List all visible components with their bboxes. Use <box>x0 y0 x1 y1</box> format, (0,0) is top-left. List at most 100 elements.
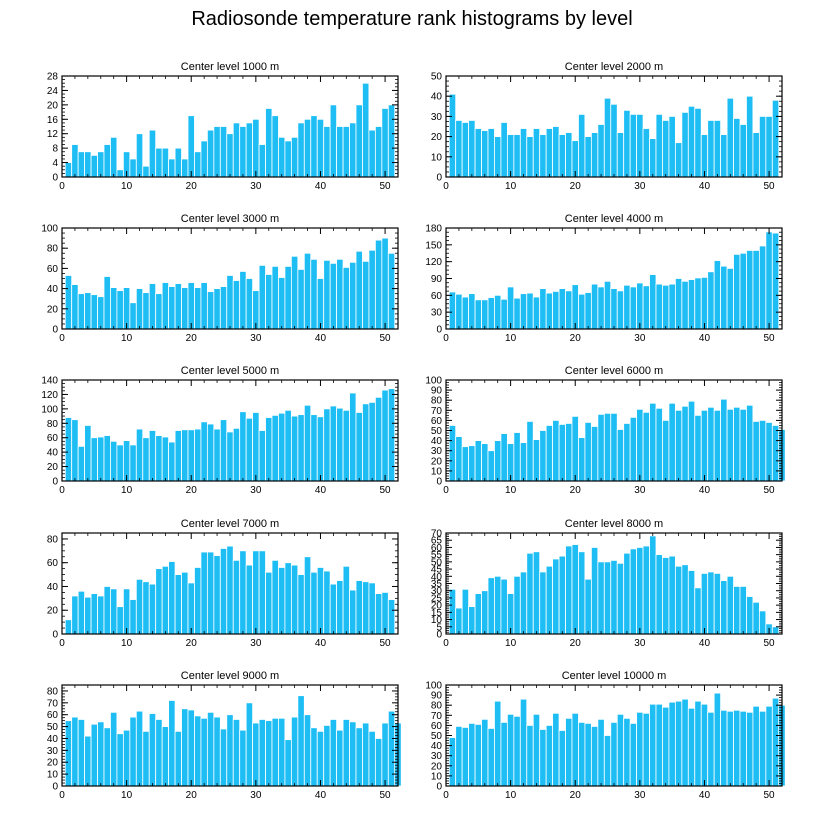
bar <box>610 103 618 178</box>
bar <box>252 550 260 635</box>
x-tick-label: 20 <box>186 638 198 649</box>
plot-frame <box>445 532 783 635</box>
bar <box>336 407 344 482</box>
bar <box>374 126 383 178</box>
bar <box>303 118 312 178</box>
bar <box>387 252 396 330</box>
bar <box>506 593 515 635</box>
bar <box>474 723 482 787</box>
bar <box>239 729 247 787</box>
bar <box>468 722 476 787</box>
figure-title: Radiosonde temperature rank histograms b… <box>191 8 633 30</box>
x-tick-label: 50 <box>380 485 392 496</box>
y-tick-label: 20 <box>47 758 59 769</box>
bar <box>110 588 118 635</box>
bar <box>387 599 396 635</box>
x-tick-label: 30 <box>250 333 262 344</box>
bar <box>481 590 489 635</box>
bar <box>558 555 566 635</box>
bar <box>122 440 131 482</box>
bar <box>374 738 383 787</box>
bar <box>329 104 338 178</box>
bar <box>226 714 234 787</box>
y-tick-label: 20 <box>431 761 443 772</box>
bar <box>84 425 92 482</box>
bar <box>284 265 292 330</box>
panel-title: Center level 5000 m <box>181 365 279 377</box>
bar <box>174 430 182 482</box>
bar <box>571 284 579 330</box>
bar <box>77 719 86 787</box>
bar <box>532 439 541 482</box>
bar <box>90 437 98 482</box>
bar <box>181 158 189 178</box>
y-tick-label: 80 <box>431 396 443 407</box>
bar <box>64 619 73 635</box>
plot-frame <box>61 75 399 178</box>
x-tick-label: 40 <box>315 181 327 192</box>
y-tick-label: 90 <box>431 386 443 397</box>
y-tick-label: 10 <box>431 771 443 782</box>
bar <box>694 107 702 178</box>
bar <box>206 551 215 635</box>
bar <box>597 561 605 635</box>
bar <box>77 445 86 482</box>
bar <box>726 575 734 635</box>
bar <box>733 253 741 330</box>
bar <box>303 404 312 482</box>
bar <box>720 265 728 330</box>
bar <box>284 409 292 482</box>
bar <box>578 551 586 635</box>
bar <box>129 444 137 482</box>
x-tick-label: 30 <box>634 638 646 649</box>
bar <box>148 129 157 178</box>
bar <box>649 274 657 330</box>
bar <box>122 287 131 330</box>
bar <box>265 720 273 787</box>
bar <box>584 422 592 482</box>
bar <box>448 291 457 330</box>
bar <box>545 292 554 330</box>
bar <box>739 710 747 787</box>
y-tick-label: 0 <box>52 325 58 336</box>
y-tick-label: 50 <box>431 731 443 742</box>
bar <box>668 116 676 178</box>
bar <box>213 716 221 787</box>
bar <box>623 109 631 178</box>
bar <box>603 735 612 787</box>
y-tick-label: 5 <box>436 622 442 633</box>
bar <box>713 573 722 635</box>
bar <box>720 709 728 787</box>
bar <box>161 147 170 178</box>
bar <box>194 567 202 635</box>
bar <box>265 274 273 330</box>
y-tick-label: 10 <box>47 770 59 781</box>
bar <box>323 126 331 178</box>
bar <box>513 297 521 330</box>
bar <box>187 709 195 787</box>
y-tick-label: 40 <box>431 572 443 583</box>
y-tick-label: 60 <box>431 721 443 732</box>
y-tick-label: 12 <box>47 129 59 140</box>
x-tick-label: 30 <box>250 485 262 496</box>
x-tick-label: 0 <box>443 638 449 649</box>
bar <box>71 716 79 787</box>
bar <box>558 134 566 178</box>
bar <box>752 601 760 635</box>
bar <box>239 411 247 482</box>
bar <box>226 133 234 178</box>
bar <box>368 129 376 178</box>
bar <box>739 585 747 635</box>
bar <box>368 582 376 635</box>
bar <box>571 544 579 635</box>
bar <box>323 408 331 482</box>
y-tick-label: 30 <box>47 746 59 757</box>
bar <box>461 727 470 787</box>
y-tick-label: 35 <box>431 579 443 590</box>
bar <box>381 237 389 330</box>
bar <box>336 580 344 635</box>
bar <box>539 571 547 635</box>
bar <box>668 402 676 482</box>
x-tick-label: 50 <box>764 181 776 192</box>
y-tick-label: 0 <box>52 173 58 184</box>
